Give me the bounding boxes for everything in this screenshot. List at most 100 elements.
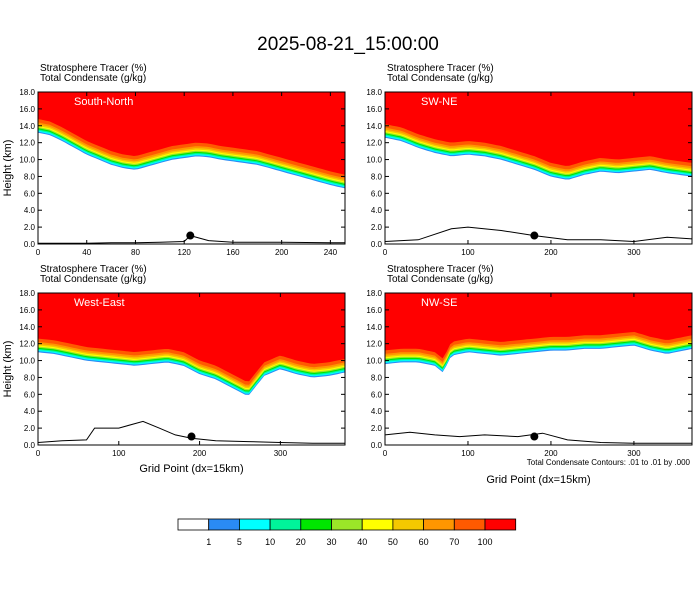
panel-header-condensate: Total Condensate (g/kg) xyxy=(40,274,146,285)
y-tick-label: 12.0 xyxy=(19,340,35,349)
colorbar-swatch xyxy=(423,518,455,531)
colorbar: 1 5 10 20 30 40 50 60 70 100 xyxy=(177,518,517,547)
x-tick-label: 200 xyxy=(275,248,289,257)
y-tick-label: 10.0 xyxy=(19,357,35,366)
y-tick-label: 16.0 xyxy=(366,105,382,114)
x-tick-label: 120 xyxy=(178,248,192,257)
x-tick-label: 240 xyxy=(324,248,338,257)
colorbar-label: 1 xyxy=(206,537,211,547)
y-tick-label: 0.0 xyxy=(371,441,383,450)
x-tick-label: 0 xyxy=(383,248,388,257)
y-tick-label: 8.0 xyxy=(371,373,383,382)
y-tick-label: 0.0 xyxy=(371,240,383,249)
y-tick-label: 2.0 xyxy=(24,223,36,232)
tracer-band-10 xyxy=(38,293,345,382)
x-tick-label: 100 xyxy=(461,449,475,458)
y-tick-label: 8.0 xyxy=(24,172,36,181)
y-tick-label: 8.0 xyxy=(371,172,383,181)
x-tick-label: 100 xyxy=(461,248,475,257)
y-tick-label: 6.0 xyxy=(24,189,36,198)
tracer-band-10 xyxy=(385,92,692,166)
y-tick-label: 6.0 xyxy=(371,189,383,198)
colorbar-swatch xyxy=(392,518,424,531)
panel-3: Stratosphere Tracer (%)Total Condensate … xyxy=(2,264,346,475)
y-tick-label: 0.0 xyxy=(24,240,36,249)
y-tick-label: 6.0 xyxy=(371,390,383,399)
panel-label: West-East xyxy=(74,297,125,309)
colorbar-swatch xyxy=(331,518,363,531)
y-tick-label: 10.0 xyxy=(366,357,382,366)
y-tick-label: 4.0 xyxy=(371,206,383,215)
y-tick-label: 2.0 xyxy=(24,424,36,433)
plot-area xyxy=(38,293,345,445)
y-tick-label: 6.0 xyxy=(24,390,36,399)
colorbar-swatch xyxy=(177,518,210,531)
panel-1: Stratosphere Tracer (%)Total Condensate … xyxy=(2,63,346,257)
colorbar-swatch xyxy=(208,518,240,531)
y-tick-label: 10.0 xyxy=(19,156,35,165)
x-tick-label: 0 xyxy=(383,449,388,458)
location-marker xyxy=(186,231,195,240)
colorbar-swatch xyxy=(361,518,394,531)
location-marker xyxy=(530,432,539,441)
y-axis-label: Height (km) xyxy=(2,341,14,398)
colorbar-label: 70 xyxy=(449,537,459,547)
x-tick-label: 160 xyxy=(226,248,240,257)
y-tick-label: 14.0 xyxy=(366,122,382,131)
y-tick-label: 18.0 xyxy=(366,289,382,298)
y-tick-label: 4.0 xyxy=(371,407,383,416)
y-tick-label: 2.0 xyxy=(371,223,383,232)
plot-frame xyxy=(384,91,693,245)
y-tick-label: 0.0 xyxy=(24,441,36,450)
x-tick-label: 300 xyxy=(274,449,288,458)
y-axis-label: Height (km) xyxy=(2,140,14,197)
y-tick-label: 4.0 xyxy=(24,407,36,416)
colorbar-label: 5 xyxy=(237,537,242,547)
x-tick-label: 200 xyxy=(193,449,207,458)
panel-header-tracer: Stratosphere Tracer (%) xyxy=(387,264,494,275)
x-axis-label: Grid Point (dx=15km) xyxy=(486,474,590,486)
x-tick-label: 200 xyxy=(544,449,558,458)
colorbar-label: 20 xyxy=(296,537,306,547)
x-tick-label: 200 xyxy=(544,248,558,257)
y-tick-label: 14.0 xyxy=(366,323,382,332)
y-tick-label: 16.0 xyxy=(19,105,35,114)
y-tick-label: 10.0 xyxy=(366,156,382,165)
panel-2: Stratosphere Tracer (%)Total Condensate … xyxy=(366,63,693,257)
y-tick-label: 18.0 xyxy=(19,88,35,97)
panel-header-condensate: Total Condensate (g/kg) xyxy=(40,73,146,84)
panel-4: Stratosphere Tracer (%)Total Condensate … xyxy=(366,264,693,486)
location-marker xyxy=(530,231,539,240)
location-marker xyxy=(187,432,196,441)
panel-header-condensate: Total Condensate (g/kg) xyxy=(387,274,493,285)
panel-header-condensate: Total Condensate (g/kg) xyxy=(387,73,493,84)
plot-frame xyxy=(384,292,693,446)
y-tick-label: 12.0 xyxy=(366,139,382,148)
x-tick-label: 0 xyxy=(36,449,41,458)
colorbar-swatch xyxy=(453,518,486,531)
colorbar-swatch xyxy=(238,518,271,531)
plot-frame xyxy=(37,91,346,245)
plot-frame xyxy=(37,292,346,446)
panel-header-tracer: Stratosphere Tracer (%) xyxy=(40,63,147,74)
terrain-line xyxy=(385,431,692,444)
y-tick-label: 4.0 xyxy=(24,206,36,215)
tracer-band-10 xyxy=(385,293,692,359)
y-tick-label: 12.0 xyxy=(366,340,382,349)
colorbar-label: 30 xyxy=(326,537,336,547)
colorbar-swatch xyxy=(484,518,517,531)
contour-footnote: Total Condensate Contours: .01 to .01 by… xyxy=(527,458,691,467)
x-tick-label: 0 xyxy=(36,248,41,257)
y-tick-label: 2.0 xyxy=(371,424,383,433)
x-tick-label: 300 xyxy=(627,449,641,458)
x-axis-label: Grid Point (dx=15km) xyxy=(139,463,243,475)
colorbar-label: 60 xyxy=(419,537,429,547)
panel-header-tracer: Stratosphere Tracer (%) xyxy=(387,63,494,74)
panel-label: NW-SE xyxy=(421,297,457,309)
panel-label: SW-NE xyxy=(421,96,457,108)
colorbar-label: 40 xyxy=(357,537,367,547)
terrain-line xyxy=(38,420,345,444)
y-tick-label: 18.0 xyxy=(19,289,35,298)
x-tick-label: 40 xyxy=(82,248,91,257)
